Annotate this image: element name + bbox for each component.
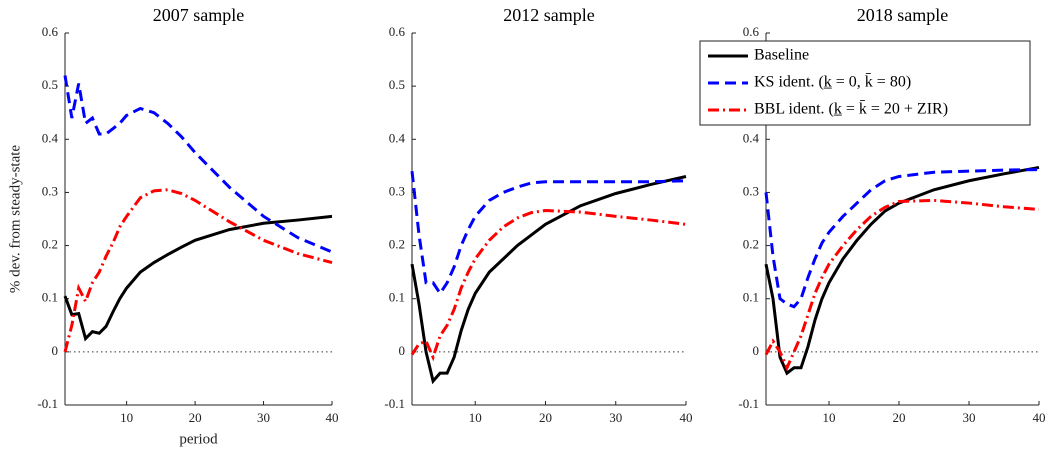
y-tick-label: 0 — [753, 343, 760, 358]
x-tick-label: 20 — [539, 410, 552, 425]
legend-box — [699, 40, 1031, 126]
x-tick-label: 40 — [680, 410, 693, 425]
y-tick-label: 0.2 — [42, 237, 58, 252]
x-tick-label: 10 — [469, 410, 482, 425]
series-line — [410, 175, 687, 385]
x-tick-label: 20 — [189, 410, 202, 425]
y-tick-label: 0.2 — [743, 237, 759, 252]
x-tick-label: 30 — [609, 410, 622, 425]
x-tick-label: 30 — [963, 410, 976, 425]
y-tick-label: 0.4 — [743, 130, 760, 145]
y-tick-label: 0.6 — [42, 24, 59, 39]
y-tick-label: 0.2 — [389, 237, 405, 252]
series-line — [410, 208, 687, 362]
x-axis-label: period — [179, 431, 218, 447]
series-line — [63, 214, 333, 342]
y-axis-label: % dev. from steady-state — [7, 145, 23, 293]
series-line — [63, 75, 333, 254]
y-tick-label: 0.3 — [743, 183, 759, 198]
y-tick-label: 0.1 — [389, 290, 405, 305]
y-tick-label: 0 — [52, 343, 59, 358]
x-tick-label: 10 — [120, 410, 133, 425]
x-tick-label: 10 — [823, 410, 836, 425]
x-tick-label: 40 — [1033, 410, 1046, 425]
y-tick-label: 0.6 — [743, 24, 760, 39]
y-tick-label: -0.1 — [37, 396, 58, 411]
y-tick-label: 0.1 — [743, 290, 759, 305]
series-line — [764, 165, 1040, 376]
series-line — [410, 171, 687, 297]
series-line — [764, 168, 1040, 309]
y-tick-label: 0 — [399, 343, 406, 358]
chart-title: 2018 sample — [857, 5, 949, 25]
y-tick-label: 0.3 — [389, 183, 405, 198]
chart-title: 2007 sample — [153, 5, 245, 25]
y-tick-label: 0.6 — [389, 24, 406, 39]
y-tick-label: 0.5 — [42, 77, 58, 92]
legend-label: BBL ident. (k̲ = k̄ = 20 + ZIR) — [754, 100, 948, 118]
chart-title: 2012 sample — [503, 5, 595, 25]
y-tick-label: -0.1 — [384, 396, 405, 411]
y-tick-label: -0.1 — [738, 396, 759, 411]
series-line — [764, 198, 1040, 372]
x-tick-label: 40 — [326, 410, 339, 425]
y-tick-label: 0.5 — [389, 77, 405, 92]
y-tick-label: 0.1 — [42, 290, 58, 305]
y-tick-label: 0.4 — [389, 130, 406, 145]
legend-label: Baseline — [754, 47, 809, 64]
x-tick-label: 20 — [893, 410, 906, 425]
y-tick-label: 0.3 — [42, 183, 58, 198]
y-tick-label: 0.4 — [42, 130, 59, 145]
x-tick-label: 30 — [257, 410, 270, 425]
legend-label: KS ident. (k̲ = 0, k̄ = 80) — [754, 73, 911, 91]
series-line — [63, 188, 333, 353]
